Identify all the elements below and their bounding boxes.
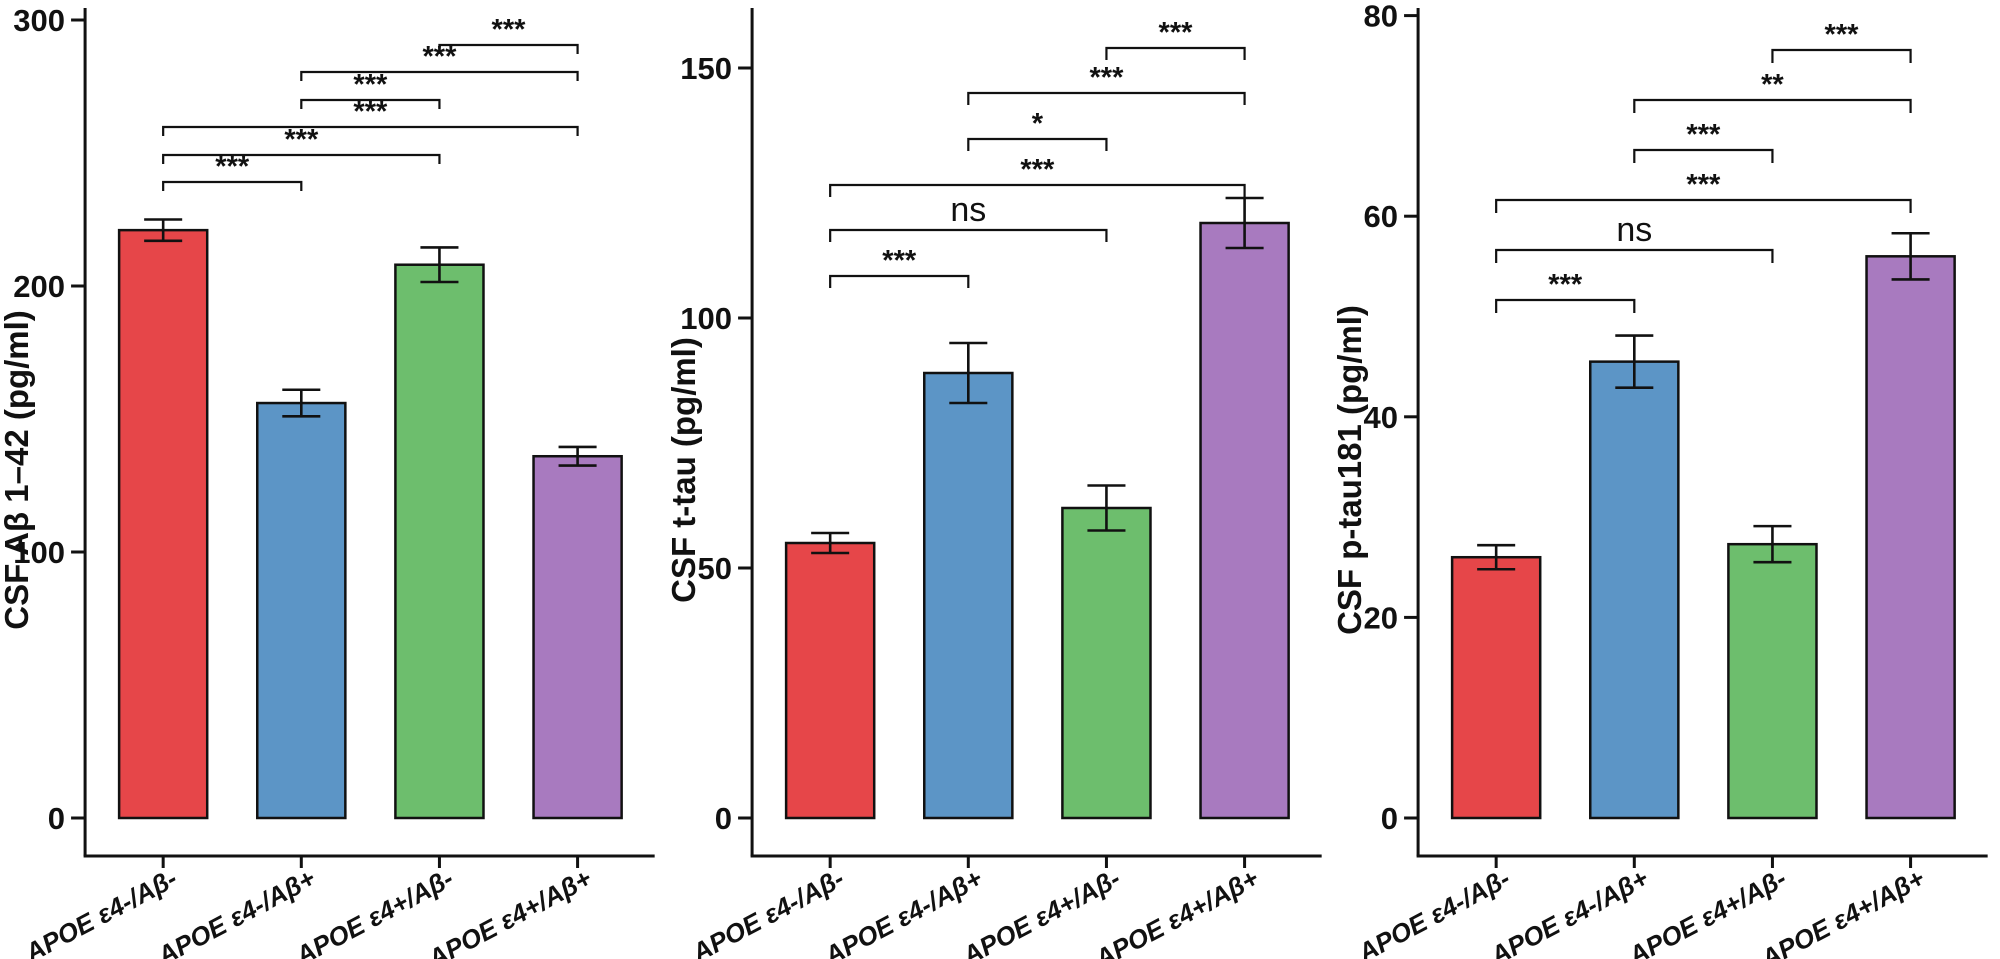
y-tick-label: 0: [48, 801, 65, 836]
significance-label: ***: [1825, 19, 1860, 51]
y-tick-label: 60: [1364, 199, 1399, 234]
bar-APOE ε4+/Aβ-: [394, 263, 485, 820]
error-bar: [144, 218, 183, 243]
significance-bracket: [966, 137, 1108, 151]
significance-label: ***: [1687, 119, 1722, 151]
bar-APOE ε4-/Aβ-: [117, 228, 209, 820]
significance-bracket: [1495, 248, 1774, 263]
significance-label: ***: [1020, 154, 1055, 186]
error-bar: [1615, 334, 1654, 390]
significance-bracket: [828, 274, 970, 288]
bar-APOE ε4+/Aβ+: [532, 454, 623, 820]
significance-label: ***: [215, 151, 250, 183]
significance-bracket: [162, 180, 303, 191]
bar-APOE ε4-/Aβ+: [922, 371, 1014, 820]
bar-APOE ε4-/Aβ+: [1589, 360, 1680, 820]
error-bar: [1087, 484, 1126, 532]
bar-APOE ε4+/Aβ-: [1727, 542, 1819, 820]
panel-csf-ab42: 0 100 200 300 CSF Aβ 1–42 (pg/ml) APOE ε4-/Aβ…: [0, 0, 667, 959]
y-tick-label: 0: [714, 801, 731, 836]
significance-label: **: [1761, 69, 1784, 101]
bar-APOE ε4-/Aβ-: [1451, 555, 1542, 820]
significance-label: ns: [950, 191, 986, 229]
error-bar: [1753, 524, 1792, 564]
significance-bracket: [966, 91, 1246, 105]
significance-label: ns: [1617, 211, 1653, 249]
y-axis-title: CSF t-tau (pg/ml): [667, 337, 702, 603]
significance-bracket: [828, 183, 1246, 197]
panel-csf-ptau181: 0 20 40 60 80 CSF p-tau181 (pg/ml) APOE ε4-/Aβ…: [1333, 0, 2000, 959]
error-bar: [1891, 231, 1930, 281]
significance-label: ***: [492, 14, 527, 46]
bar-APOE ε4+/Aβ+: [1198, 221, 1290, 820]
significance-label: ***: [284, 124, 319, 156]
significance-bracket: [1633, 148, 1774, 163]
y-axis-title: CSF p-tau181 (pg/ml): [1333, 305, 1368, 635]
y-tick-label: 40: [1364, 400, 1399, 435]
significance-label: ***: [1089, 62, 1124, 94]
significance-bracket: [1771, 48, 1913, 63]
bar-APOE ε4-/Aβ+: [256, 401, 347, 820]
significance-bracket: [162, 125, 579, 136]
y-tick-label: 100: [13, 535, 65, 570]
y-tick-label: 50: [697, 551, 732, 586]
y-tick-label: 80: [1364, 0, 1399, 34]
significance-label: ***: [353, 69, 388, 101]
error-bar: [948, 341, 987, 405]
error-bar: [420, 246, 459, 284]
error-bar: [1477, 543, 1516, 571]
significance-label: ***: [882, 245, 917, 277]
bar-APOE ε4+/Aβ-: [1060, 506, 1152, 820]
y-tick-label: 150: [680, 51, 732, 86]
significance-bracket: [300, 70, 579, 81]
error-bar: [810, 531, 849, 555]
significance-bracket: [828, 228, 1108, 242]
significance-bracket: [162, 153, 441, 164]
error-bar: [558, 445, 597, 467]
y-tick-label: 200: [13, 269, 65, 304]
panel-csf-ttau: 0 50 100 150 CSF t-tau (pg/ml) APOE ε4-/Aβ- AP…: [666, 0, 1334, 959]
significance-bracket: [1495, 198, 1913, 213]
error-bar: [282, 388, 321, 418]
significance-label: ***: [1687, 169, 1722, 201]
significance-bracket: [300, 98, 441, 109]
y-tick-label: 300: [13, 3, 65, 38]
y-tick-label: 100: [680, 301, 732, 336]
significance-label: ***: [1549, 269, 1584, 301]
error-bar: [1225, 196, 1264, 250]
y-tick-label: 20: [1364, 600, 1399, 635]
bar-APOE ε4-/Aβ-: [784, 541, 876, 820]
significance-label: ***: [423, 41, 458, 73]
significance-bracket: [438, 43, 579, 54]
significance-label: ***: [353, 96, 388, 128]
significance-label: *: [1031, 108, 1043, 140]
significance-bracket: [1105, 46, 1246, 60]
significance-bracket: [1633, 98, 1913, 113]
y-axis-title: CSF Aβ 1–42 (pg/ml): [0, 310, 35, 629]
significance-bracket: [1495, 298, 1636, 313]
bar-APOE ε4+/Aβ+: [1865, 255, 1957, 820]
y-tick-label: 0: [1381, 801, 1398, 836]
significance-label: ***: [1158, 17, 1193, 49]
